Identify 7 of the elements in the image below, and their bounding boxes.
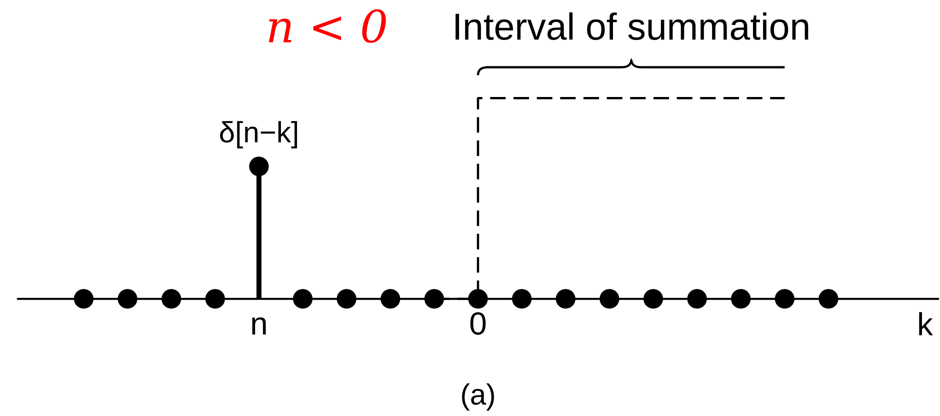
x-tick-label: n (252, 317, 266, 335)
x-axis-title: k (919, 312, 934, 336)
text: (a) (462, 383, 494, 411)
annotation: Interval of summation (456, 12, 808, 40)
annotation: δ[n−k] (220, 121, 298, 148)
x-tick-label: 0 (470, 312, 486, 335)
chart-title: n < 0 (268, 9, 386, 43)
